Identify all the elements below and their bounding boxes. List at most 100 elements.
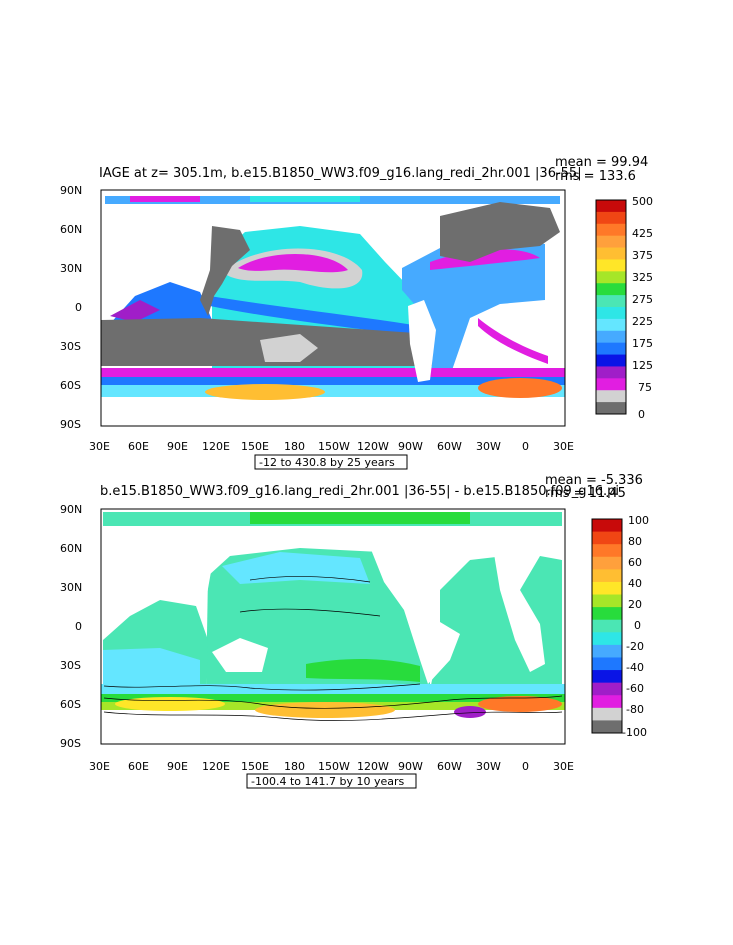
bottom-land-asia xyxy=(103,526,232,606)
bottom-drake-passage-purple xyxy=(454,706,486,718)
bottom-contour-3 xyxy=(103,711,563,721)
bottom-range-box xyxy=(246,773,417,789)
top-lat-axis: 90N 60N 30N 0 30S 60S 90S xyxy=(60,184,82,431)
top-map-frame xyxy=(100,189,566,427)
bottom-lon-label-30e-end: 30E xyxy=(553,760,574,773)
top-colorbar-swatch-yellow xyxy=(596,259,626,272)
top-colorbar-swatch-blue xyxy=(596,354,626,367)
top-colorbar-swatch-orange xyxy=(596,223,626,237)
top-cb-label-275: 275 xyxy=(632,293,653,306)
top-colorbar-frame xyxy=(595,199,627,415)
top-mean-label: mean = 99.94 xyxy=(555,155,648,170)
bottom-lat-label-60n: 60N xyxy=(60,542,82,555)
bottom-southern-cyan xyxy=(101,684,565,694)
bottom-indian-cyan xyxy=(103,648,200,690)
top-southern-orange-pacific xyxy=(205,384,325,400)
top-lat-label-30s: 30S xyxy=(60,340,81,353)
bottom-colorbar-swatch-yellowgreen xyxy=(592,594,622,608)
top-land-australia xyxy=(260,334,318,362)
bottom-lon-label-90e: 90E xyxy=(167,760,188,773)
top-land-africa xyxy=(408,300,436,382)
bottom-title: b.e15.B1850_WW3.f09_g16.lang_redi_2hr.00… xyxy=(100,484,619,499)
top-range-box xyxy=(254,454,408,470)
top-cb-label-425: 425 xyxy=(632,227,653,240)
top-pacific-gyre-magenta xyxy=(238,253,348,273)
bottom-lat-axis: 90N 60N 30N 0 30S 60S 90S xyxy=(60,503,82,750)
top-rms-label: rms = 133.6 xyxy=(555,169,636,184)
bottom-lon-label-180: 180 xyxy=(284,760,305,773)
top-cb-label-325: 325 xyxy=(632,271,653,284)
bottom-cb-label-0: 0 xyxy=(634,619,641,632)
top-colorbar-swatch-yellowgreen xyxy=(596,271,626,284)
bottom-lon-label-30e: 30E xyxy=(89,760,110,773)
bottom-colorbar-swatch-cyan xyxy=(592,632,622,646)
bottom-lon-label-60w: 60W xyxy=(437,760,462,773)
top-colorbar-swatch-gold xyxy=(596,247,626,260)
bottom-cb-label-neg100: -100 xyxy=(622,726,647,739)
top-lon-label-90e: 90E xyxy=(167,440,188,453)
bottom-contour-5 xyxy=(249,576,371,583)
bottom-cb-label-20: 20 xyxy=(628,598,642,611)
bottom-lat-label-60s: 60S xyxy=(60,698,81,711)
bottom-colorbar-swatch-aqua xyxy=(592,619,622,633)
bottom-contour-2 xyxy=(103,695,563,709)
bottom-contour-4 xyxy=(239,608,381,617)
bottom-cb-label-neg20: -20 xyxy=(626,640,644,653)
bottom-lon-label-60e: 60E xyxy=(128,760,149,773)
top-colorbar-swatch-aqua xyxy=(596,295,626,308)
top-colorbar-swatch-gray_light xyxy=(596,390,626,403)
bottom-lat-label-90s: 90S xyxy=(60,737,81,750)
top-lat-label-eq: 0 xyxy=(75,301,82,314)
top-southern-magenta xyxy=(101,368,565,377)
top-lon-label-150w: 150W xyxy=(318,440,350,453)
bottom-lon-label-150w: 150W xyxy=(318,760,350,773)
top-arctic-magenta xyxy=(130,196,200,202)
bottom-colorbar-swatch-blue xyxy=(592,670,622,684)
top-cb-label-175: 175 xyxy=(632,337,653,350)
bottom-lon-label-30w: 30W xyxy=(476,760,501,773)
bottom-lat-label-90n: 90N xyxy=(60,503,82,516)
top-land-north-america xyxy=(440,202,560,262)
bottom-land-antarctica xyxy=(101,724,565,744)
top-range-label: -12 to 430.8 by 25 years xyxy=(259,456,395,469)
top-title: IAGE at z= 305.1m, b.e15.B1850_WW3.f09_g… xyxy=(99,166,582,181)
bottom-cb-label-40: 40 xyxy=(628,577,642,590)
top-lon-label-180: 180 xyxy=(284,440,305,453)
top-colorbar-swatch-purple xyxy=(596,366,626,379)
top-arctic-cyan xyxy=(250,196,360,202)
bottom-cb-label-neg60: -60 xyxy=(626,682,644,695)
bottom-map xyxy=(101,509,565,744)
bottom-colorbar-swatch-orange xyxy=(592,544,622,558)
top-lon-label-30e: 30E xyxy=(89,440,110,453)
bottom-colorbar-swatch-yellow xyxy=(592,581,622,595)
bottom-rms-label: rms = 11.45 xyxy=(545,486,626,501)
top-lon-label-90w: 90W xyxy=(398,440,423,453)
top-colorbar-swatch-blue_mid xyxy=(596,342,626,355)
bottom-map-frame xyxy=(100,508,566,745)
bottom-colorbar-swatch-orange_light xyxy=(592,556,622,570)
top-map xyxy=(101,190,565,426)
top-colorbar xyxy=(595,199,627,415)
bottom-southern-yellow-west xyxy=(115,697,225,711)
bottom-colorbar xyxy=(591,518,623,734)
bottom-range-label: -100.4 to 141.7 by 10 years xyxy=(251,775,405,788)
top-lat-label-60s: 60S xyxy=(60,379,81,392)
bottom-pacific-north-cyan xyxy=(222,552,370,584)
bottom-colorbar-swatch-purple xyxy=(592,682,622,696)
top-colorbar-swatch-land xyxy=(596,402,626,415)
top-colorbar-swatch-cyan_light xyxy=(596,318,626,332)
bottom-land-africa-europe xyxy=(490,526,562,672)
bottom-southern-orange-pacific xyxy=(255,702,395,718)
top-land-asia xyxy=(200,226,250,316)
bottom-land-americas xyxy=(370,526,470,684)
bottom-colorbar-swatch-land xyxy=(592,720,622,734)
top-southern-orange-atlantic xyxy=(478,378,562,398)
bottom-colorbar-swatch-magenta xyxy=(592,695,622,709)
top-atlantic-south-magenta xyxy=(478,318,548,364)
bottom-lat-label-eq: 0 xyxy=(75,620,82,633)
bottom-mean-label: mean = -5.336 xyxy=(545,473,643,488)
bottom-lon-label-90w: 90W xyxy=(398,760,423,773)
top-panel: IAGE at z= 305.1m, b.e15.B1850_WW3.f09_g… xyxy=(60,155,653,470)
top-atlantic-ocean xyxy=(402,236,545,376)
bottom-lon-axis: 30E 60E 90E 120E 150E 180 150W 120W 90W … xyxy=(89,760,574,773)
